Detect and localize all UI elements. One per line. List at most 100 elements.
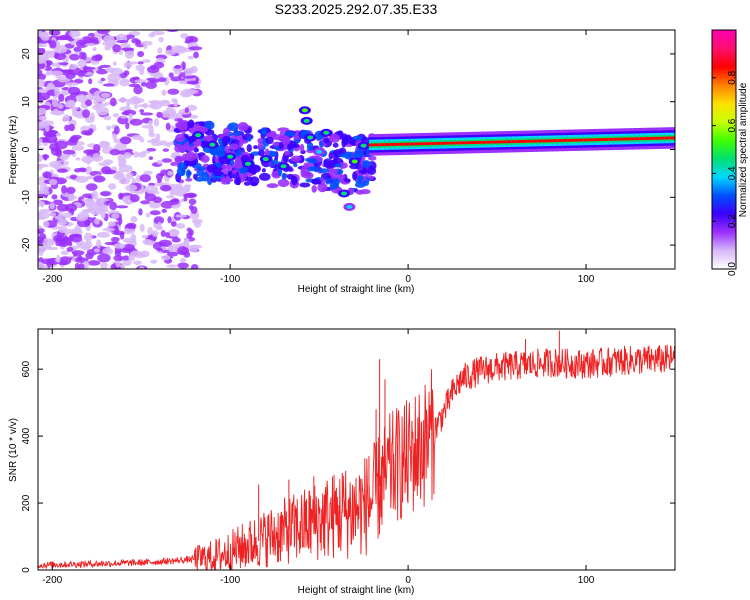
- noise-speckle: [130, 233, 137, 242]
- noise-speckle: [149, 79, 160, 83]
- noise-speckle: [83, 65, 88, 74]
- noise-speckle: [43, 154, 48, 161]
- noise-speckle: [89, 37, 99, 42]
- noise-speckle: [55, 140, 68, 150]
- noise-speckle: [44, 124, 50, 132]
- carrier-band-segment: [537, 139, 543, 143]
- signal-speckle: [246, 176, 254, 182]
- noise-speckle: [148, 156, 154, 161]
- noise-speckle: [184, 67, 194, 76]
- noise-speckle: [96, 30, 111, 34]
- signal-speckle: [334, 163, 343, 168]
- noise-speckle: [133, 97, 145, 104]
- noise-speckle: [73, 168, 82, 173]
- snr-y-tick-label: 600: [21, 360, 32, 377]
- noise-speckle: [129, 194, 140, 203]
- noise-speckle: [100, 77, 106, 82]
- carrier-band-segment: [435, 141, 441, 145]
- noise-speckle: [107, 221, 116, 227]
- noise-speckle: [58, 62, 69, 66]
- colorbar-tick-label: 0.6: [727, 118, 738, 132]
- signal-speckle: [325, 177, 330, 185]
- noise-speckle: [51, 98, 59, 108]
- noise-speckle: [57, 104, 64, 109]
- noise-speckle: [64, 203, 78, 213]
- signal-speckle: [198, 121, 206, 127]
- noise-speckle: [166, 30, 179, 33]
- noise-speckle: [75, 175, 89, 183]
- signal-speckle: [353, 152, 361, 158]
- noise-speckle: [137, 104, 150, 108]
- noise-speckle: [109, 149, 121, 156]
- noise-speckle: [38, 230, 44, 235]
- carrier-band-segment: [532, 139, 538, 143]
- signal-speckle: [283, 150, 291, 156]
- noise-speckle: [188, 244, 199, 253]
- noise-speckle: [58, 256, 72, 266]
- carrier-band-segment: [404, 142, 411, 146]
- noise-speckle: [77, 242, 85, 249]
- noise-speckle: [190, 264, 199, 269]
- noise-speckle: [122, 243, 135, 251]
- noise-speckle: [57, 218, 68, 226]
- noise-speckle: [118, 50, 124, 55]
- snr-x-tick-label: 0: [405, 575, 411, 586]
- noise-speckle: [165, 106, 174, 115]
- feature-core: [262, 157, 269, 162]
- noise-speckle: [38, 95, 46, 102]
- signal-speckle: [307, 158, 318, 164]
- noise-speckle: [102, 247, 114, 256]
- noise-speckle: [134, 104, 139, 109]
- noise-speckle: [97, 80, 104, 84]
- noise-speckle: [45, 129, 59, 138]
- signal-speckle: [175, 133, 186, 143]
- feature-core: [303, 118, 310, 123]
- carrier-band-segment: [486, 140, 492, 144]
- carrier-band-segment: [618, 137, 625, 141]
- noise-speckle: [67, 38, 75, 42]
- noise-speckle: [41, 238, 55, 247]
- noise-speckle: [50, 110, 65, 116]
- carrier-band-segment: [470, 141, 477, 145]
- noise-speckle: [125, 184, 138, 192]
- spectrogram-x-tick-label: 100: [578, 274, 595, 285]
- signal-speckle: [343, 138, 349, 145]
- carrier-band-segment: [608, 137, 615, 141]
- carrier-band-segment: [659, 136, 666, 140]
- signal-speckle: [188, 136, 193, 144]
- noise-speckle: [125, 222, 137, 229]
- noise-speckle: [185, 185, 191, 193]
- noise-speckle: [167, 216, 172, 224]
- noise-speckle: [94, 218, 100, 225]
- signal-speckle: [326, 162, 333, 169]
- noise-speckle: [92, 152, 100, 161]
- noise-speckle: [100, 191, 111, 197]
- feature-core: [195, 133, 202, 138]
- noise-speckle: [60, 250, 70, 256]
- carrier-band-segment: [547, 139, 554, 143]
- noise-speckle: [178, 108, 192, 115]
- signal-speckle: [232, 160, 244, 170]
- noise-speckle: [187, 55, 194, 60]
- signal-speckle: [260, 127, 268, 136]
- noise-speckle: [38, 138, 44, 143]
- signal-speckle: [362, 160, 371, 168]
- noise-speckle: [141, 124, 154, 129]
- noise-speckle: [142, 59, 151, 63]
- noise-speckle: [68, 241, 73, 247]
- noise-speckle: [183, 251, 191, 258]
- noise-speckle: [71, 250, 85, 256]
- noise-speckle: [185, 177, 193, 182]
- signal-speckle: [237, 121, 249, 132]
- snr-x-tick-label: 100: [578, 575, 595, 586]
- signal-speckle: [312, 180, 319, 185]
- noise-speckle: [112, 61, 117, 66]
- spectrogram-x-axis-label: Height of straight line (km): [298, 284, 415, 295]
- noise-speckle: [145, 212, 151, 218]
- noise-speckle: [75, 94, 87, 103]
- signal-speckle: [281, 172, 287, 181]
- noise-speckle: [91, 55, 103, 62]
- noise-speckle: [61, 185, 67, 194]
